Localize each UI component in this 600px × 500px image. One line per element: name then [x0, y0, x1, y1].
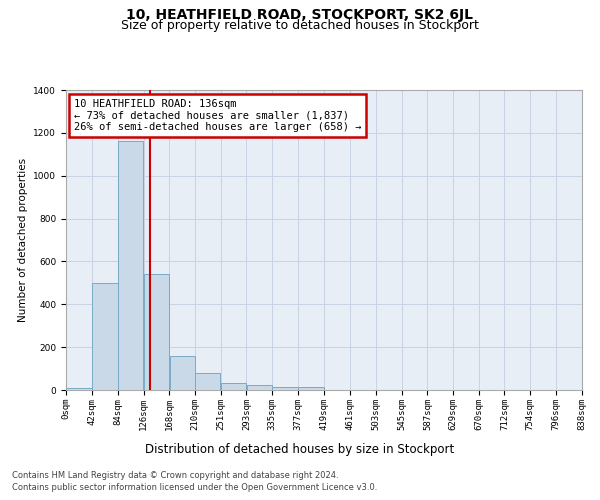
Bar	[143, 274, 169, 390]
Bar	[170, 356, 195, 390]
Text: Contains HM Land Registry data © Crown copyright and database right 2024.: Contains HM Land Registry data © Crown c…	[12, 471, 338, 480]
Text: 10, HEATHFIELD ROAD, STOCKPORT, SK2 6JL: 10, HEATHFIELD ROAD, STOCKPORT, SK2 6JL	[127, 8, 473, 22]
Bar	[196, 373, 220, 390]
Text: Distribution of detached houses by size in Stockport: Distribution of detached houses by size …	[145, 442, 455, 456]
Text: 10 HEATHFIELD ROAD: 136sqm
← 73% of detached houses are smaller (1,837)
26% of s: 10 HEATHFIELD ROAD: 136sqm ← 73% of deta…	[74, 99, 361, 132]
Bar	[118, 142, 143, 390]
Bar	[221, 382, 247, 390]
Bar	[247, 384, 272, 390]
Bar	[298, 387, 324, 390]
Text: Contains public sector information licensed under the Open Government Licence v3: Contains public sector information licen…	[12, 484, 377, 492]
Bar	[92, 283, 118, 390]
Text: Size of property relative to detached houses in Stockport: Size of property relative to detached ho…	[121, 18, 479, 32]
Y-axis label: Number of detached properties: Number of detached properties	[18, 158, 28, 322]
Bar	[272, 387, 298, 390]
Bar	[66, 388, 92, 390]
